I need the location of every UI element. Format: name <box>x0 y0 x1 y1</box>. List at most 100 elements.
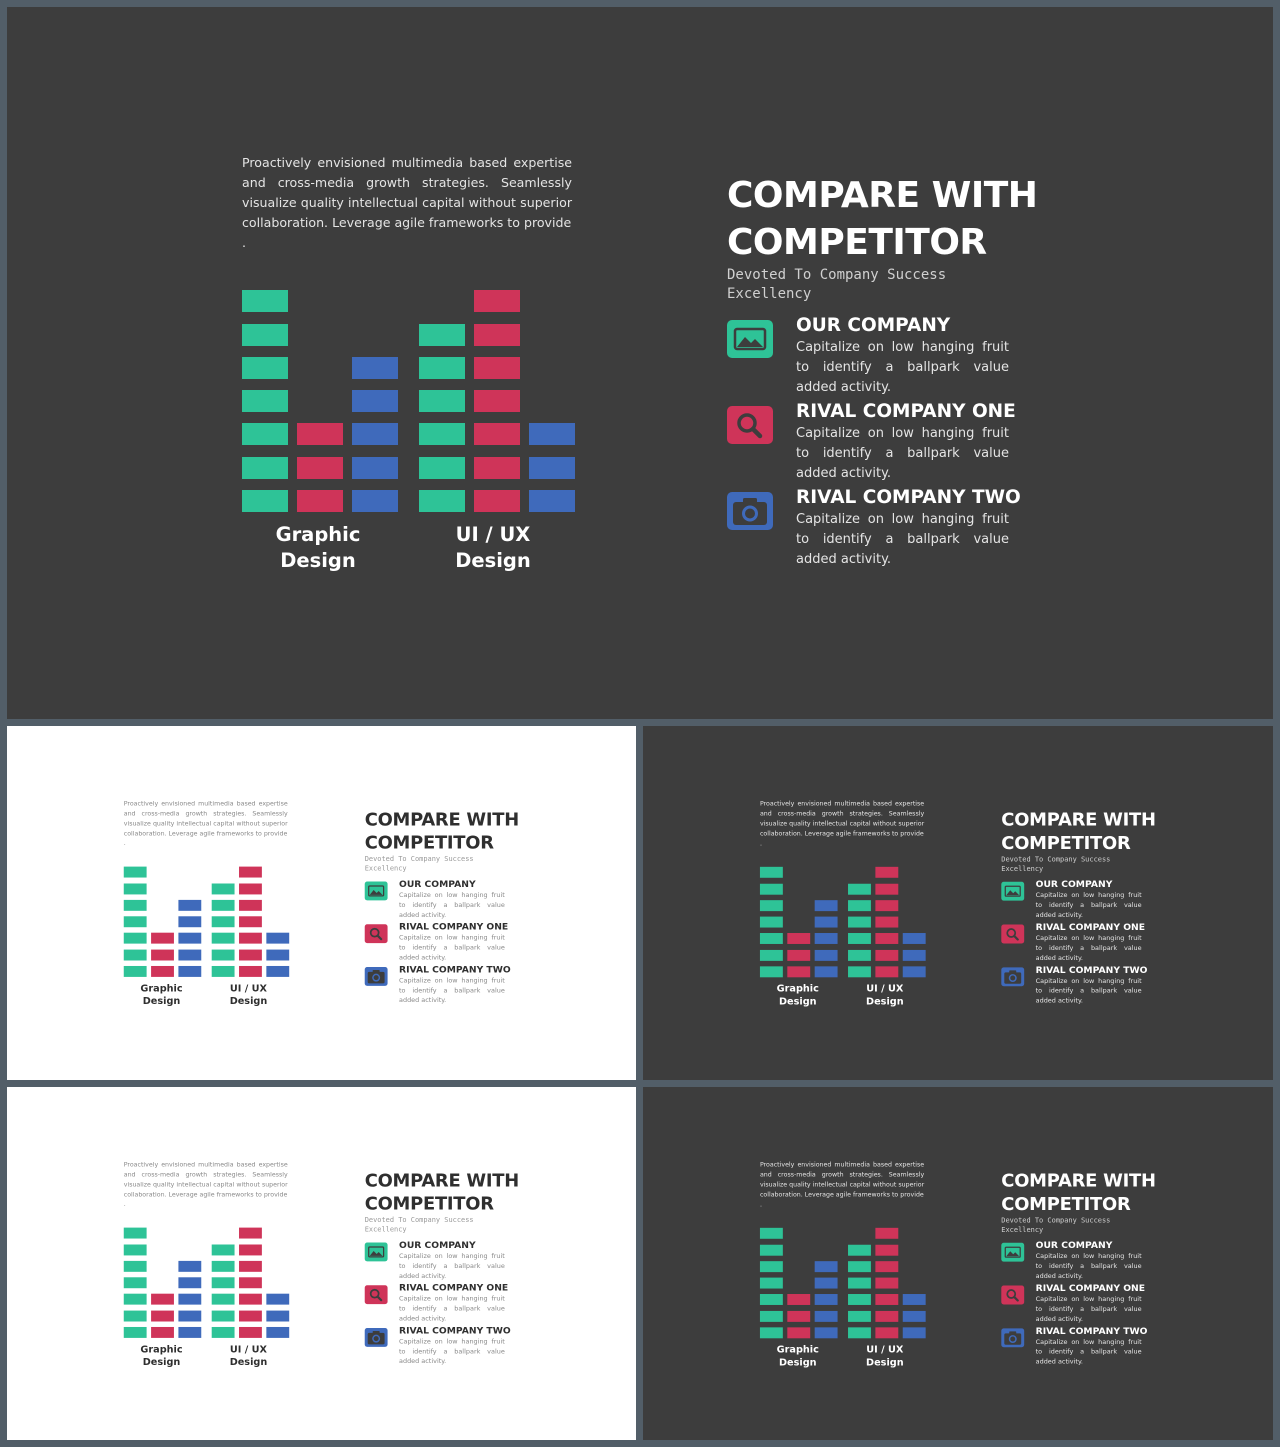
bar-block-blue <box>814 1294 838 1306</box>
bar-block-blue <box>902 1310 926 1322</box>
bar-block-red <box>297 456 343 479</box>
bar-block-blue <box>266 1310 290 1322</box>
bar-block-red <box>239 899 262 911</box>
bar-block-chart <box>759 1224 926 1339</box>
bar-block-chart <box>123 1224 290 1338</box>
company-name: RIVAL COMPANY ONE <box>1035 1283 1146 1294</box>
bar-block-red <box>239 949 262 961</box>
bar-block-blue <box>814 1277 838 1289</box>
intro-paragraph: Proactively envisioned multimedia based … <box>123 1160 288 1208</box>
bar-block-red <box>151 949 174 961</box>
slide-thumbnail-dark-1[interactable]: Proactively envisioned multimedia based … <box>643 726 1273 1080</box>
bar-block-red <box>151 965 174 977</box>
bar-block-red <box>875 1244 899 1256</box>
bar-block-blue <box>266 932 290 944</box>
bar-block-green <box>242 456 288 479</box>
company-description: Capitalize on low hanging fruit to ident… <box>1035 977 1142 1005</box>
company-description: Capitalize on low hanging fruit to ident… <box>796 426 1009 481</box>
bar-block-blue <box>266 1293 290 1305</box>
bar-block-blue <box>178 932 202 944</box>
slide-thumbnail-light-2[interactable]: Proactively envisioned multimedia based … <box>7 1087 636 1440</box>
intro-paragraph: Proactively envisioned multimedia based … <box>123 799 288 847</box>
bar-group-label-graphic-design: Graphic Design <box>140 1343 183 1368</box>
slide-title: COMPARE WITH COMPETITOR <box>364 809 519 854</box>
image-icon <box>1001 881 1025 901</box>
company-description: Capitalize on low hanging fruit to ident… <box>399 976 505 1005</box>
bar-block-blue <box>529 456 575 479</box>
bar-block-red <box>875 1294 899 1306</box>
bar-block-blue <box>529 490 575 512</box>
bar-block-green <box>759 1327 783 1339</box>
bar-block-green <box>759 883 783 895</box>
company-name: RIVAL COMPANY TWO <box>1035 964 1148 976</box>
bar-block-green <box>123 916 147 928</box>
bar-block-green <box>848 933 871 945</box>
bar-block-red <box>875 1327 899 1339</box>
bar-block-green <box>211 1310 235 1322</box>
bar-block-green <box>123 1244 147 1256</box>
bar-block-green <box>123 949 147 961</box>
bar-block-red <box>787 1310 811 1322</box>
slide-subtitle: Devoted To Company Success Excellency <box>1001 855 1111 873</box>
bar-block-red <box>787 1327 811 1339</box>
bar-block-green <box>123 1227 147 1239</box>
company-rival-two: RIVAL COMPANY TWO Capitalize on low hang… <box>364 964 574 1007</box>
company-rival-two: RIVAL COMPANY TWO Capitalize on low hang… <box>1001 964 1210 1007</box>
company-name: RIVAL COMPANY TWO <box>399 964 511 975</box>
image-icon <box>364 1242 388 1262</box>
bar-block-red <box>239 965 262 977</box>
company-our-company: OUR COMPANY Capitalize on low hanging fr… <box>727 314 1147 400</box>
bar-block-red <box>787 1294 811 1306</box>
bar-block-green <box>419 490 465 512</box>
search-icon <box>364 1285 388 1305</box>
company-description: Capitalize on low hanging fruit to ident… <box>1035 934 1142 962</box>
bar-group-label-graphic-design: Graphic Design <box>776 982 819 1008</box>
bar-block-red <box>875 949 899 961</box>
bar-block-green <box>123 965 147 977</box>
slide-subtitle: Devoted To Company Success Excellency <box>364 1216 474 1234</box>
slide-main[interactable]: Proactively envisioned multimedia based … <box>7 7 1273 719</box>
bar-block-green <box>242 490 288 512</box>
bar-block-red <box>875 900 899 912</box>
search-icon <box>1001 1285 1025 1305</box>
bar-block-blue <box>178 965 202 977</box>
slide-title: COMPARE WITH COMPETITOR <box>364 1170 519 1215</box>
bar-block-green <box>848 1261 871 1273</box>
bar-block-blue <box>814 1261 838 1273</box>
slide-title: COMPARE WITH COMPETITOR <box>1001 809 1156 854</box>
bar-block-green <box>848 1294 871 1306</box>
image-icon <box>364 881 388 901</box>
slide-content: Proactively envisioned multimedia based … <box>643 726 1273 1080</box>
camera-icon <box>727 492 773 530</box>
bar-block-blue <box>352 356 398 379</box>
slide-content: Proactively envisioned multimedia based … <box>643 1087 1273 1440</box>
bar-block-green <box>759 1261 783 1273</box>
bar-block-green <box>759 916 783 928</box>
company-name: OUR COMPANY <box>399 879 476 890</box>
bar-group-label-ui-ux-design: UI / UX Design <box>229 1343 268 1368</box>
slide-thumbnail-light-1[interactable]: Proactively envisioned multimedia based … <box>7 726 636 1080</box>
bar-block-green <box>211 1277 235 1289</box>
company-our-company: OUR COMPANY Capitalize on low hanging fr… <box>1001 1240 1210 1283</box>
company-name: RIVAL COMPANY ONE <box>399 921 509 933</box>
slide-subtitle: Devoted To Company Success Excellency <box>364 855 474 873</box>
slide-content: Proactively envisioned multimedia based … <box>7 726 636 1080</box>
company-rival-one: RIVAL COMPANY ONE Capitalize on low hang… <box>364 921 574 964</box>
bar-block-green <box>759 1294 783 1306</box>
bar-block-green <box>848 916 871 928</box>
intro-paragraph: Proactively envisioned multimedia based … <box>242 155 572 250</box>
slide-thumbnail-dark-2[interactable]: Proactively envisioned multimedia based … <box>643 1087 1273 1440</box>
bar-block-green <box>123 1277 147 1289</box>
company-description: Capitalize on low hanging fruit to ident… <box>399 891 505 919</box>
company-name: RIVAL COMPANY ONE <box>796 401 1016 422</box>
bar-block-green <box>242 390 288 413</box>
company-description: Capitalize on low hanging fruit to ident… <box>399 1295 505 1323</box>
company-description: Capitalize on low hanging fruit to ident… <box>399 934 505 962</box>
bar-block-blue <box>902 1294 926 1306</box>
intro-paragraph: Proactively envisioned multimedia based … <box>759 1160 925 1208</box>
bar-block-red <box>474 456 520 479</box>
bar-block-green <box>211 1293 235 1305</box>
bar-block-red <box>875 866 899 878</box>
company-rival-two: RIVAL COMPANY TWO Capitalize on low hang… <box>1001 1325 1210 1368</box>
bar-block-red <box>239 1326 262 1338</box>
